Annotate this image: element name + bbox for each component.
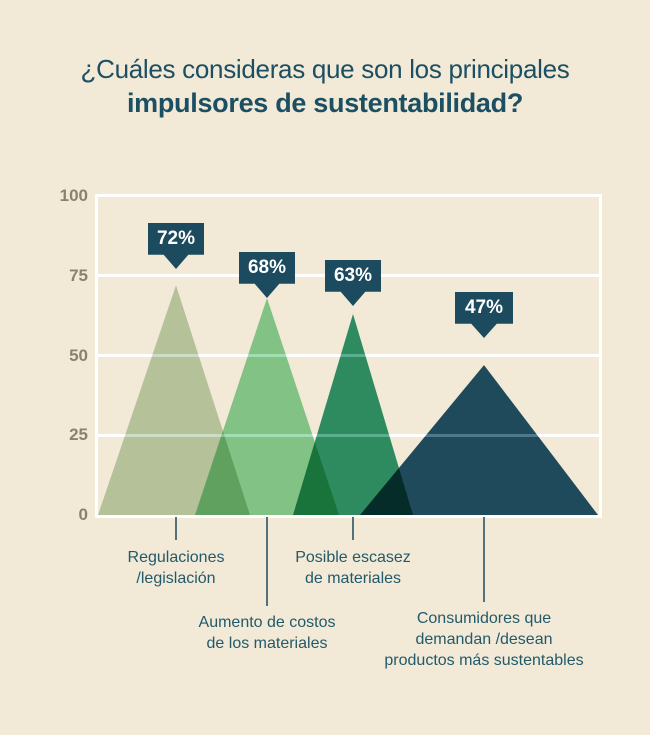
value-callout-aumento-de-costos: 68% bbox=[239, 252, 295, 298]
callout-value-label: 72% bbox=[156, 228, 196, 249]
chart-title-line2: impulsores de sustentabilidad? bbox=[126, 88, 524, 118]
y-axis-tick-label: 25 bbox=[69, 425, 88, 445]
category-label-line: /legislación bbox=[136, 570, 216, 587]
category-label-line: de materiales bbox=[304, 570, 402, 587]
tick-connector-regulaciones-legislacion bbox=[175, 517, 177, 540]
chart-title-line1: ¿Cuáles consideras que son los principal… bbox=[80, 54, 570, 84]
category-label-aumento-de-costos: Aumento de costos de los materiales bbox=[199, 612, 336, 654]
tick-connector-posible-escasez bbox=[352, 517, 354, 540]
category-label-line: de los materiales bbox=[206, 635, 328, 652]
category-label-line: Regulaciones bbox=[127, 549, 225, 566]
tick-connector-consumidores bbox=[483, 517, 485, 602]
y-axis-tick-label: 75 bbox=[69, 265, 88, 285]
peak-triangle-aumento-de-costos bbox=[195, 298, 339, 515]
y-axis-tick-label: 50 bbox=[69, 345, 88, 365]
category-label-line: Aumento de costos bbox=[198, 614, 336, 631]
y-axis-tick-label: 100 bbox=[59, 186, 88, 205]
category-label-line: productos más sustentables bbox=[384, 652, 584, 669]
category-label-consumidores: Consumidores que demandan /desean producto… bbox=[384, 608, 583, 671]
callout-value-label: 63% bbox=[333, 265, 373, 286]
category-label-line: Consumidores que bbox=[416, 610, 552, 627]
category-label-line: demandan /desean bbox=[415, 631, 553, 648]
category-label-regulaciones-legislacion: Regulaciones/legislación bbox=[128, 547, 225, 589]
peak-triangle-posible-escasez bbox=[293, 314, 413, 515]
gridline-overlay bbox=[98, 354, 599, 357]
peak-triangle-consumidores bbox=[360, 365, 598, 515]
callout-value-label: 68% bbox=[247, 257, 287, 278]
gridline-overlay bbox=[98, 433, 599, 437]
peak-triangle-regulaciones-legislacion bbox=[98, 285, 250, 515]
chart-title: ¿Cuáles consideras que son los principal… bbox=[0, 52, 650, 120]
y-axis-tick-label: 0 bbox=[78, 505, 88, 524]
category-label-posible-escasez: Posible escasez de materiales bbox=[295, 547, 411, 589]
callout-value-label: 47% bbox=[464, 297, 504, 318]
category-label-line: Posible escasez bbox=[295, 549, 411, 566]
x-axis-baseline bbox=[95, 514, 602, 518]
tick-connector-aumento-de-costos bbox=[266, 517, 268, 606]
